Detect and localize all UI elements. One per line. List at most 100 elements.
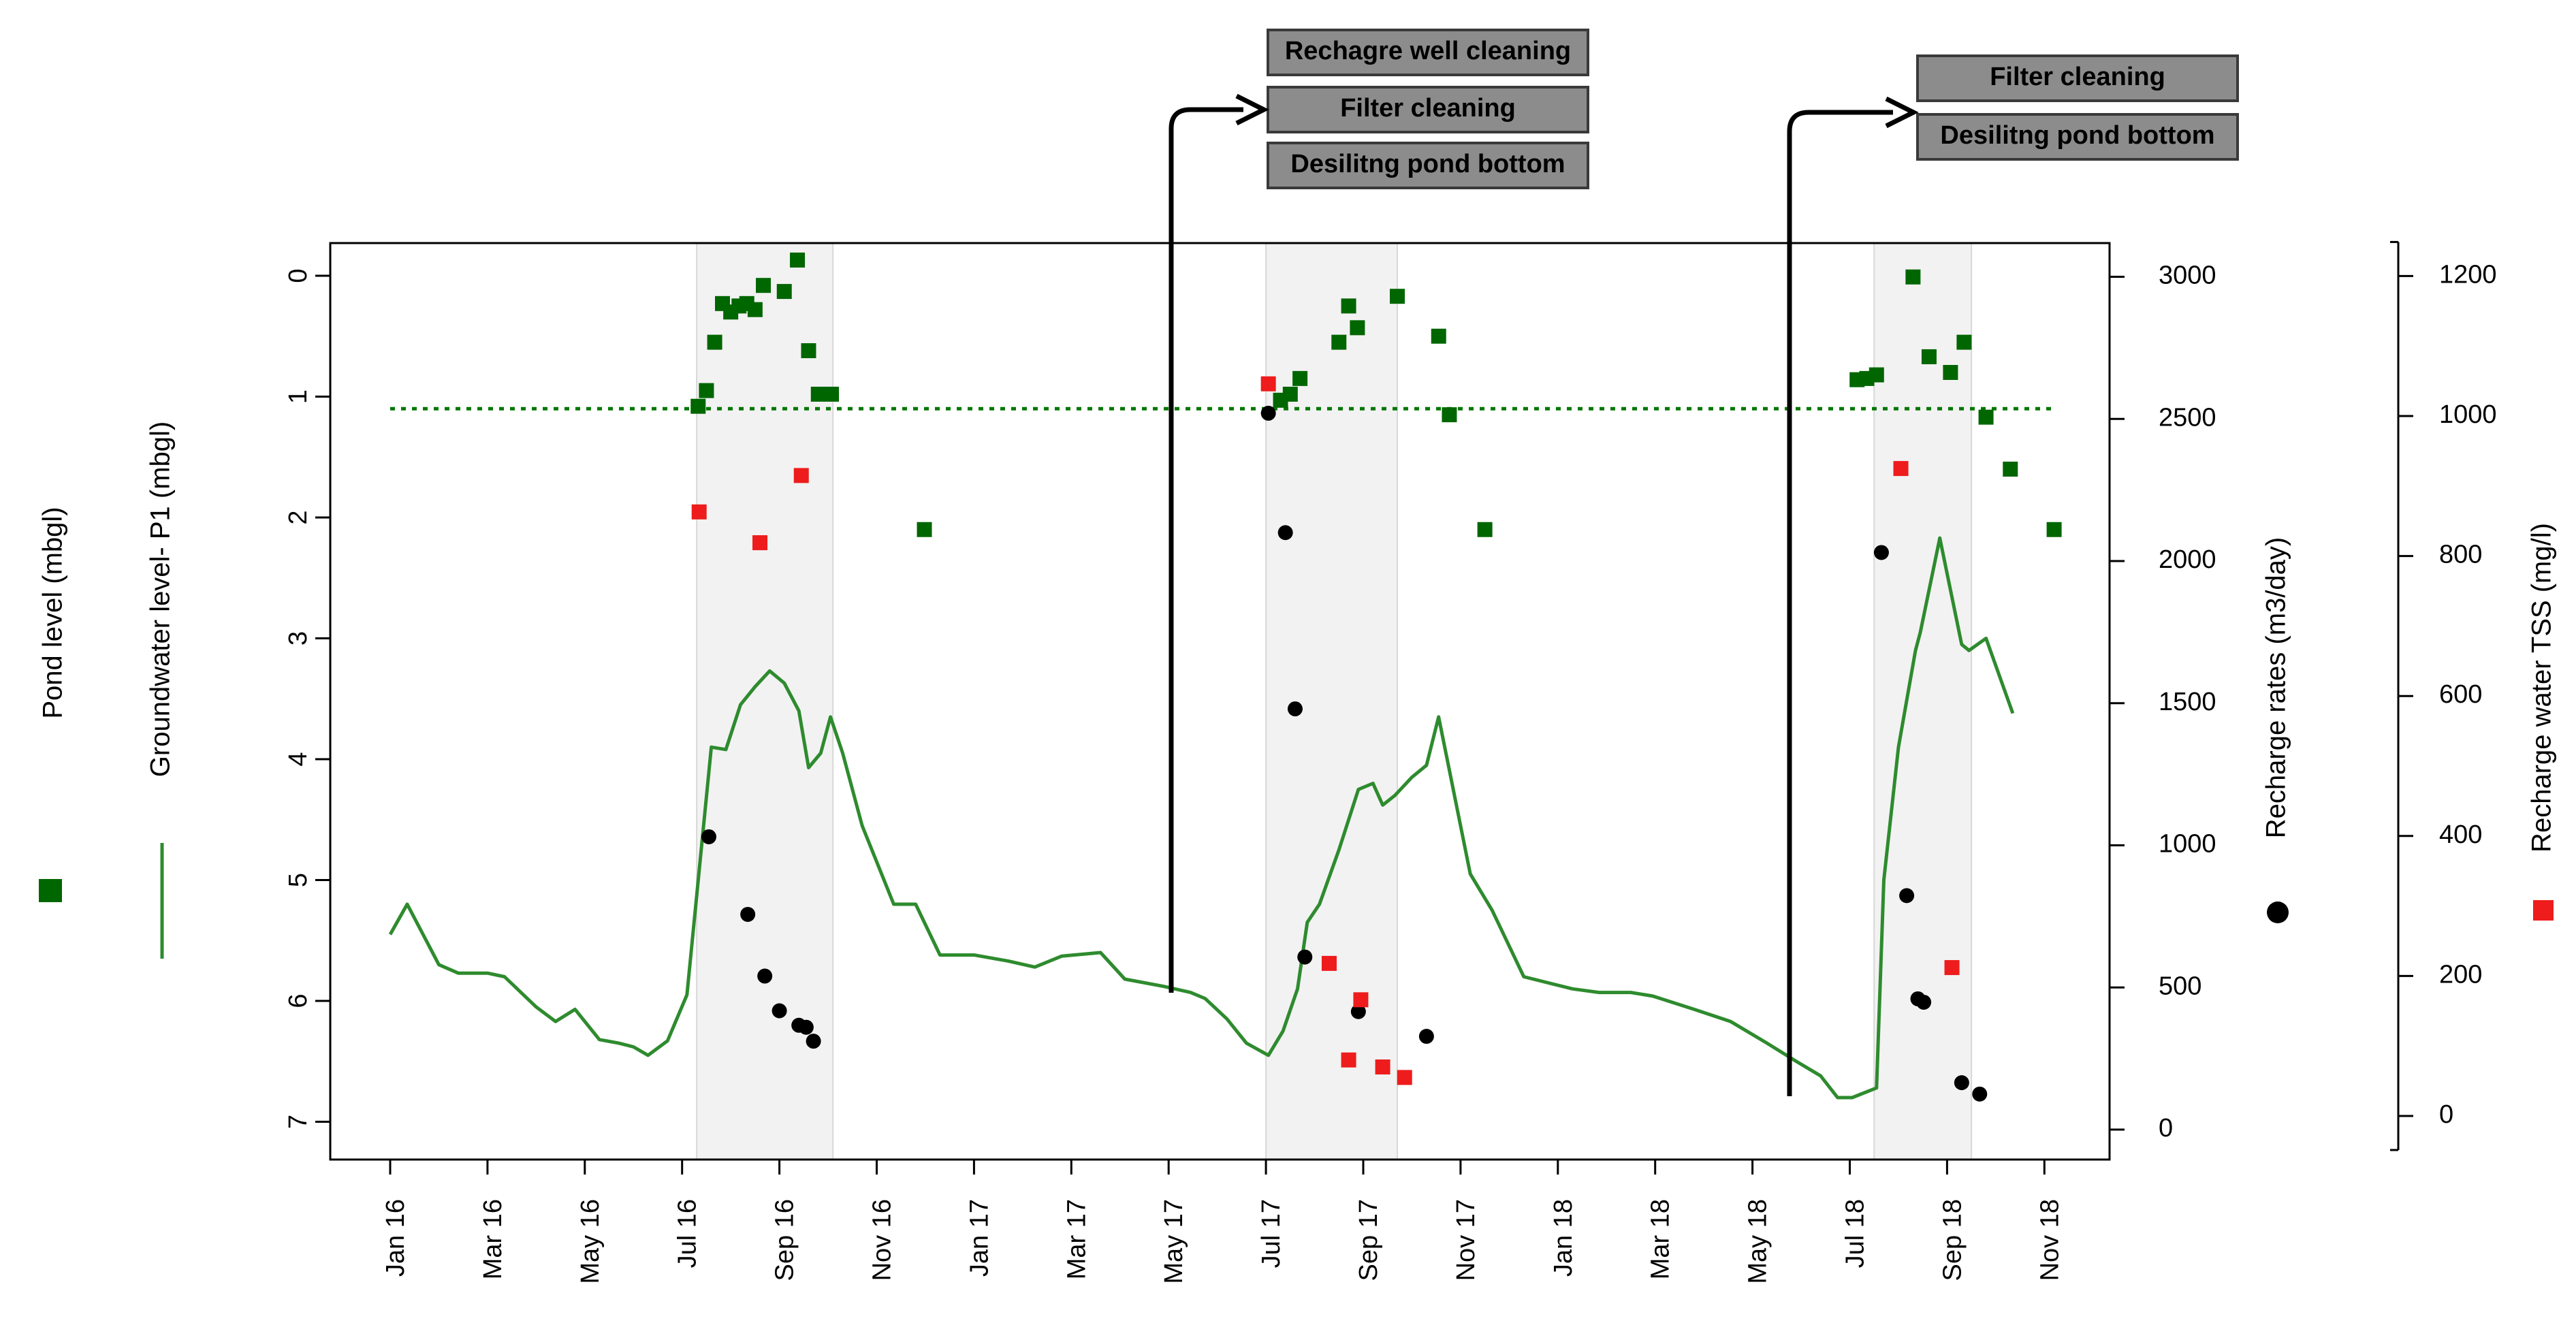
annotations: Rechagre well cleaning Filter cleaning Des… — [1168, 29, 2239, 1096]
annotation-label: Filter cleaning — [1990, 63, 2165, 91]
scatter-points — [690, 252, 2062, 1102]
right-tick-label: 1000 — [2159, 830, 2216, 859]
left-tick-label: 6 — [284, 993, 313, 1008]
recharge-rate-point — [772, 1003, 787, 1019]
tss-point — [1375, 1059, 1390, 1075]
tss-point — [793, 468, 809, 483]
right-tick-label: 3000 — [2159, 261, 2216, 290]
annotation-label: Rechagre well cleaning — [1285, 37, 1571, 65]
groundwater-line — [388, 536, 2015, 1100]
annotation-label: Desilitng pond bottom — [1290, 150, 1565, 178]
pond-level-point — [790, 252, 806, 268]
annotation-label: Desilitng pond bottom — [1940, 121, 2214, 150]
x-tick-label: Jan 18 — [1549, 1199, 1578, 1277]
recharge-rate-point — [1954, 1075, 1969, 1091]
x-tick-label: May 16 — [576, 1199, 605, 1284]
x-tick-label: May 17 — [1160, 1199, 1188, 1284]
x-tick-label: Jan 16 — [381, 1199, 410, 1277]
pond-level-point — [1956, 334, 1972, 350]
recharge-rate-point — [1350, 1004, 1366, 1019]
recharge-rate-point — [1260, 405, 1276, 421]
tss-point — [1893, 461, 1909, 477]
pond-level-point — [2046, 522, 2062, 537]
x-tick-label: Sep 18 — [1938, 1199, 1967, 1281]
pond-level-point — [699, 383, 714, 398]
pond-level-point — [1477, 522, 1493, 537]
axis-legends: Pond level (mbgl) Groundwater level- P1 (… — [38, 421, 2557, 959]
pond-level-point — [810, 386, 826, 402]
recharge-rate-point — [701, 829, 716, 844]
recharge-rate-point — [1916, 994, 1932, 1010]
x-tick-label: Mar 17 — [1062, 1199, 1091, 1279]
recharge-rate-legend-symbol — [2267, 901, 2289, 923]
pond-level-point — [801, 343, 816, 359]
pond-level-legend-symbol — [39, 879, 62, 902]
shaded-period-3 — [1873, 242, 1973, 1160]
tss-point — [1397, 1070, 1412, 1085]
right-tick-label: 0 — [2159, 1114, 2173, 1143]
left-tick-label: 7 — [284, 1115, 313, 1129]
pond-level-point — [756, 278, 772, 293]
x-tick-label: Nov 17 — [1452, 1199, 1480, 1281]
x-tick-label: Mar 16 — [479, 1199, 507, 1279]
left-tick-label: 4 — [284, 752, 313, 766]
annotation-arrow — [1168, 107, 1243, 993]
shaded-periods — [696, 242, 1973, 1160]
pond-level-point — [2003, 462, 2018, 477]
tss-point — [752, 535, 768, 551]
pond-level-point — [707, 334, 722, 350]
tss-point — [1341, 1052, 1356, 1068]
pond-level-point — [1390, 289, 1405, 304]
pond-level-point — [1331, 334, 1347, 350]
pond-level-point — [917, 522, 932, 537]
axes: Jan 16 Mar 16 May 16 Jul 16 Sep 16 Nov 16 Jan … — [284, 240, 2497, 1284]
pond-level-point — [747, 302, 763, 317]
recharge-rate-point — [1287, 701, 1303, 717]
x-tick-label: Jan 17 — [965, 1199, 993, 1277]
right-tick-label: 500 — [2159, 972, 2201, 1000]
pond-level-point — [824, 386, 840, 402]
annotation-box — [1267, 29, 1589, 76]
pond-level-point — [1943, 365, 1958, 380]
x-tick-label: Jul 18 — [1841, 1199, 1870, 1268]
pond-level-point — [1869, 367, 1884, 383]
right-tick-label: 1500 — [2159, 688, 2216, 716]
groundwater-axis-label: Groundwater level- P1 (mbgl) — [146, 421, 176, 777]
annotation-arrow — [1787, 110, 1893, 1096]
tss-point — [1260, 376, 1276, 392]
annotation-arrowhead — [1885, 96, 1919, 129]
tss-tick-label: 800 — [2439, 541, 2482, 569]
tss-point — [1944, 960, 1960, 976]
recharge-rate-point — [1873, 545, 1889, 560]
right-tick-label: 2000 — [2159, 545, 2216, 574]
x-tick-label: Mar 18 — [1647, 1199, 1675, 1279]
recharge-rate-axis-label: Recharge rates (m3/day) — [2261, 537, 2291, 838]
tss-tick-label: 400 — [2439, 820, 2482, 849]
pond-level-point — [1350, 320, 1365, 336]
recharge-rate-point — [1418, 1029, 1434, 1044]
annotation-box — [1916, 113, 2239, 161]
pond-level-point — [1431, 328, 1446, 344]
annotation-box — [1267, 142, 1589, 189]
recharge-rate-point — [757, 968, 773, 984]
tss-tick-label: 1200 — [2439, 260, 2497, 289]
left-tick-label: 1 — [284, 389, 313, 404]
tss-point — [1353, 992, 1369, 1008]
pond-level-axis-label: Pond level (mbgl) — [38, 507, 68, 718]
pond-level-point — [1292, 370, 1308, 386]
annotation-arrowhead — [1235, 93, 1269, 126]
left-tick-label: 2 — [284, 510, 313, 524]
annotation-box — [1916, 54, 2239, 102]
tss-tick-label: 0 — [2439, 1100, 2453, 1129]
x-tick-label: Nov 18 — [2035, 1199, 2064, 1281]
recharge-rate-point — [1297, 949, 1313, 965]
recharge-rate-point — [806, 1034, 821, 1049]
plot-frame — [329, 242, 2111, 1161]
x-tick-label: Nov 16 — [868, 1199, 897, 1281]
tss-tick-label: 200 — [2439, 960, 2482, 989]
tss-tick-label: 1000 — [2439, 400, 2497, 429]
groundwater-level-line — [388, 536, 2015, 1100]
pond-level-point — [1905, 269, 1921, 285]
recharge-rate-point — [1972, 1086, 1988, 1102]
x-tick-label: May 18 — [1744, 1199, 1772, 1284]
